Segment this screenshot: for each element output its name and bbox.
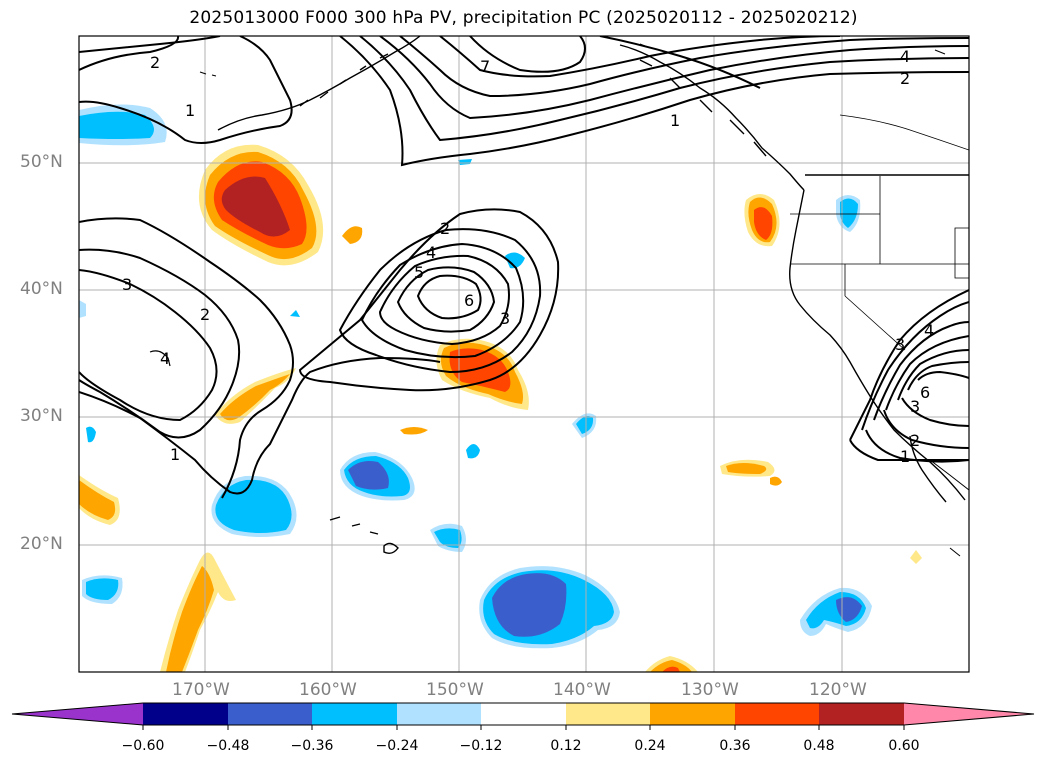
contour-label: 2	[200, 305, 210, 324]
contour-label: 2	[910, 431, 920, 450]
precip-pos-area	[662, 666, 680, 672]
colorbar-segment	[143, 703, 228, 725]
contour-label: 6	[464, 291, 474, 310]
colorbar-tick-label: −0.12	[459, 738, 503, 754]
precip-neg-area	[466, 444, 480, 459]
lat-label: 20°N	[20, 534, 63, 554]
precip-neg-area	[458, 159, 472, 165]
lon-label: 150°W	[426, 680, 484, 700]
precip-pos-area	[770, 476, 782, 486]
contour-label: 5	[414, 263, 424, 282]
precip-fills	[79, 104, 922, 672]
map-content: 2 1 7 4 2 1 2 4 5 6 3 3 2 1 4 3 6 3 2 1 …	[79, 36, 969, 672]
precip-pos-area	[221, 176, 290, 237]
colorbar-segment	[735, 703, 819, 725]
colorbar-tick-label: −0.60	[121, 738, 165, 754]
colorbar-segment	[312, 703, 397, 725]
precip-neg-area	[505, 252, 525, 269]
precip-neg-area	[576, 416, 594, 434]
lon-label: 130°W	[681, 680, 739, 700]
contour-label: 3	[895, 335, 905, 354]
precip-neg-area	[348, 461, 389, 490]
lon-label: 120°W	[809, 680, 867, 700]
precip-neg-area	[840, 198, 858, 228]
colorbar	[11, 702, 1035, 730]
contour-label: 1	[670, 111, 680, 130]
precip-pos-area	[166, 566, 214, 672]
map-title: 2025013000 F000 300 hPa PV, precipitatio…	[189, 8, 858, 28]
colorbar-segment	[650, 703, 735, 725]
lat-label: 30°N	[20, 406, 63, 426]
precip-pos-area	[79, 480, 116, 520]
contour-label: 1	[900, 447, 910, 466]
contour-label: 4	[160, 349, 170, 368]
contour-label: 2	[440, 219, 450, 238]
contour-label: 4	[924, 321, 934, 340]
precip-neg-area	[434, 528, 462, 548]
map-frame	[78, 35, 970, 673]
colorbar-tick-label: 0.12	[550, 738, 582, 754]
precip-pos-area	[650, 660, 692, 672]
contour-label: 3	[122, 275, 132, 294]
precip-pos-area	[342, 226, 363, 244]
precip-neg-area	[290, 310, 300, 317]
lon-label: 160°W	[299, 680, 357, 700]
colorbar-tick-label: −0.48	[206, 738, 250, 754]
precip-neg-area	[492, 573, 567, 637]
lat-label: 50°N	[20, 152, 63, 172]
colorbar-segment	[228, 703, 312, 725]
lon-label: 140°W	[553, 680, 611, 700]
contour-label-layer: 2 1 7 4 2 1 2 4 5 6 3 3 2 1 4 3 6 3 2 1 …	[122, 47, 934, 466]
colorbar-ticks	[142, 725, 905, 730]
pv-contours	[79, 36, 969, 499]
precip-pos-area	[726, 463, 767, 474]
contour-label: 2	[900, 69, 910, 88]
precip-neg-area	[86, 426, 96, 443]
precip-pos-area	[220, 374, 290, 421]
precip-neg-area	[79, 111, 154, 139]
lat-label: 40°N	[20, 279, 63, 299]
contour-label: 6	[920, 383, 930, 402]
colorbar-tick-label: −0.36	[290, 738, 334, 754]
precip-pos-area	[754, 207, 773, 240]
colorbar-segment	[397, 703, 481, 725]
contour-label: 3	[500, 309, 510, 328]
contour-label: 2	[150, 53, 160, 72]
contour-label: 1	[185, 101, 195, 120]
contour-label: 1	[170, 445, 180, 464]
contour-label: 4	[900, 47, 910, 66]
colorbar-segment	[819, 703, 904, 725]
colorbar-tick-label: 0.48	[803, 738, 835, 754]
precip-neg-area	[79, 300, 86, 318]
colorbar-extend-low	[12, 703, 143, 725]
colorbar-segment	[481, 703, 566, 725]
precip-neg-area	[86, 578, 119, 600]
colorbar-segment	[566, 703, 650, 725]
graticule	[79, 36, 969, 672]
colorbar-tick-label: −0.24	[375, 738, 419, 754]
contour-label: 4	[426, 243, 436, 262]
precip-pos-area	[449, 348, 511, 392]
precip-pos-area	[400, 427, 428, 435]
coastlines	[149, 36, 969, 557]
precip-pos-area	[910, 550, 922, 564]
contour-label: 7	[480, 57, 490, 76]
colorbar-extend-high	[904, 703, 1034, 725]
lon-label: 170°W	[172, 680, 230, 700]
contour-label: 3	[910, 397, 920, 416]
colorbar-tick-label: 0.24	[634, 738, 666, 754]
colorbar-tick-label: 0.36	[719, 738, 751, 754]
colorbar-tick-label: 0.60	[888, 738, 920, 754]
